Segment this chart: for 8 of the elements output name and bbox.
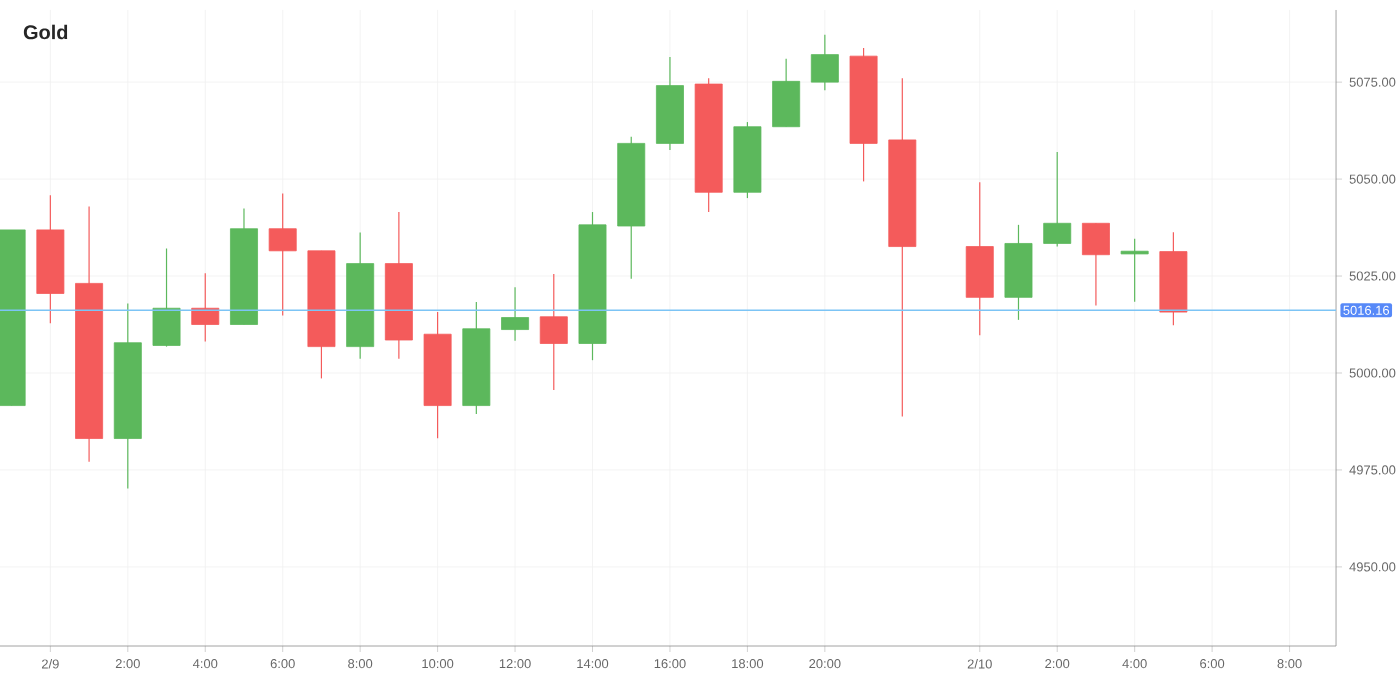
candlestick: [152, 247, 181, 348]
candlestick: [501, 286, 530, 342]
candlestick: [268, 192, 297, 317]
candlestick: [772, 58, 801, 128]
candlestick: [810, 34, 839, 91]
candlestick: [539, 273, 568, 391]
candlestick: [191, 272, 220, 343]
text: Gold: [23, 24, 68, 40]
